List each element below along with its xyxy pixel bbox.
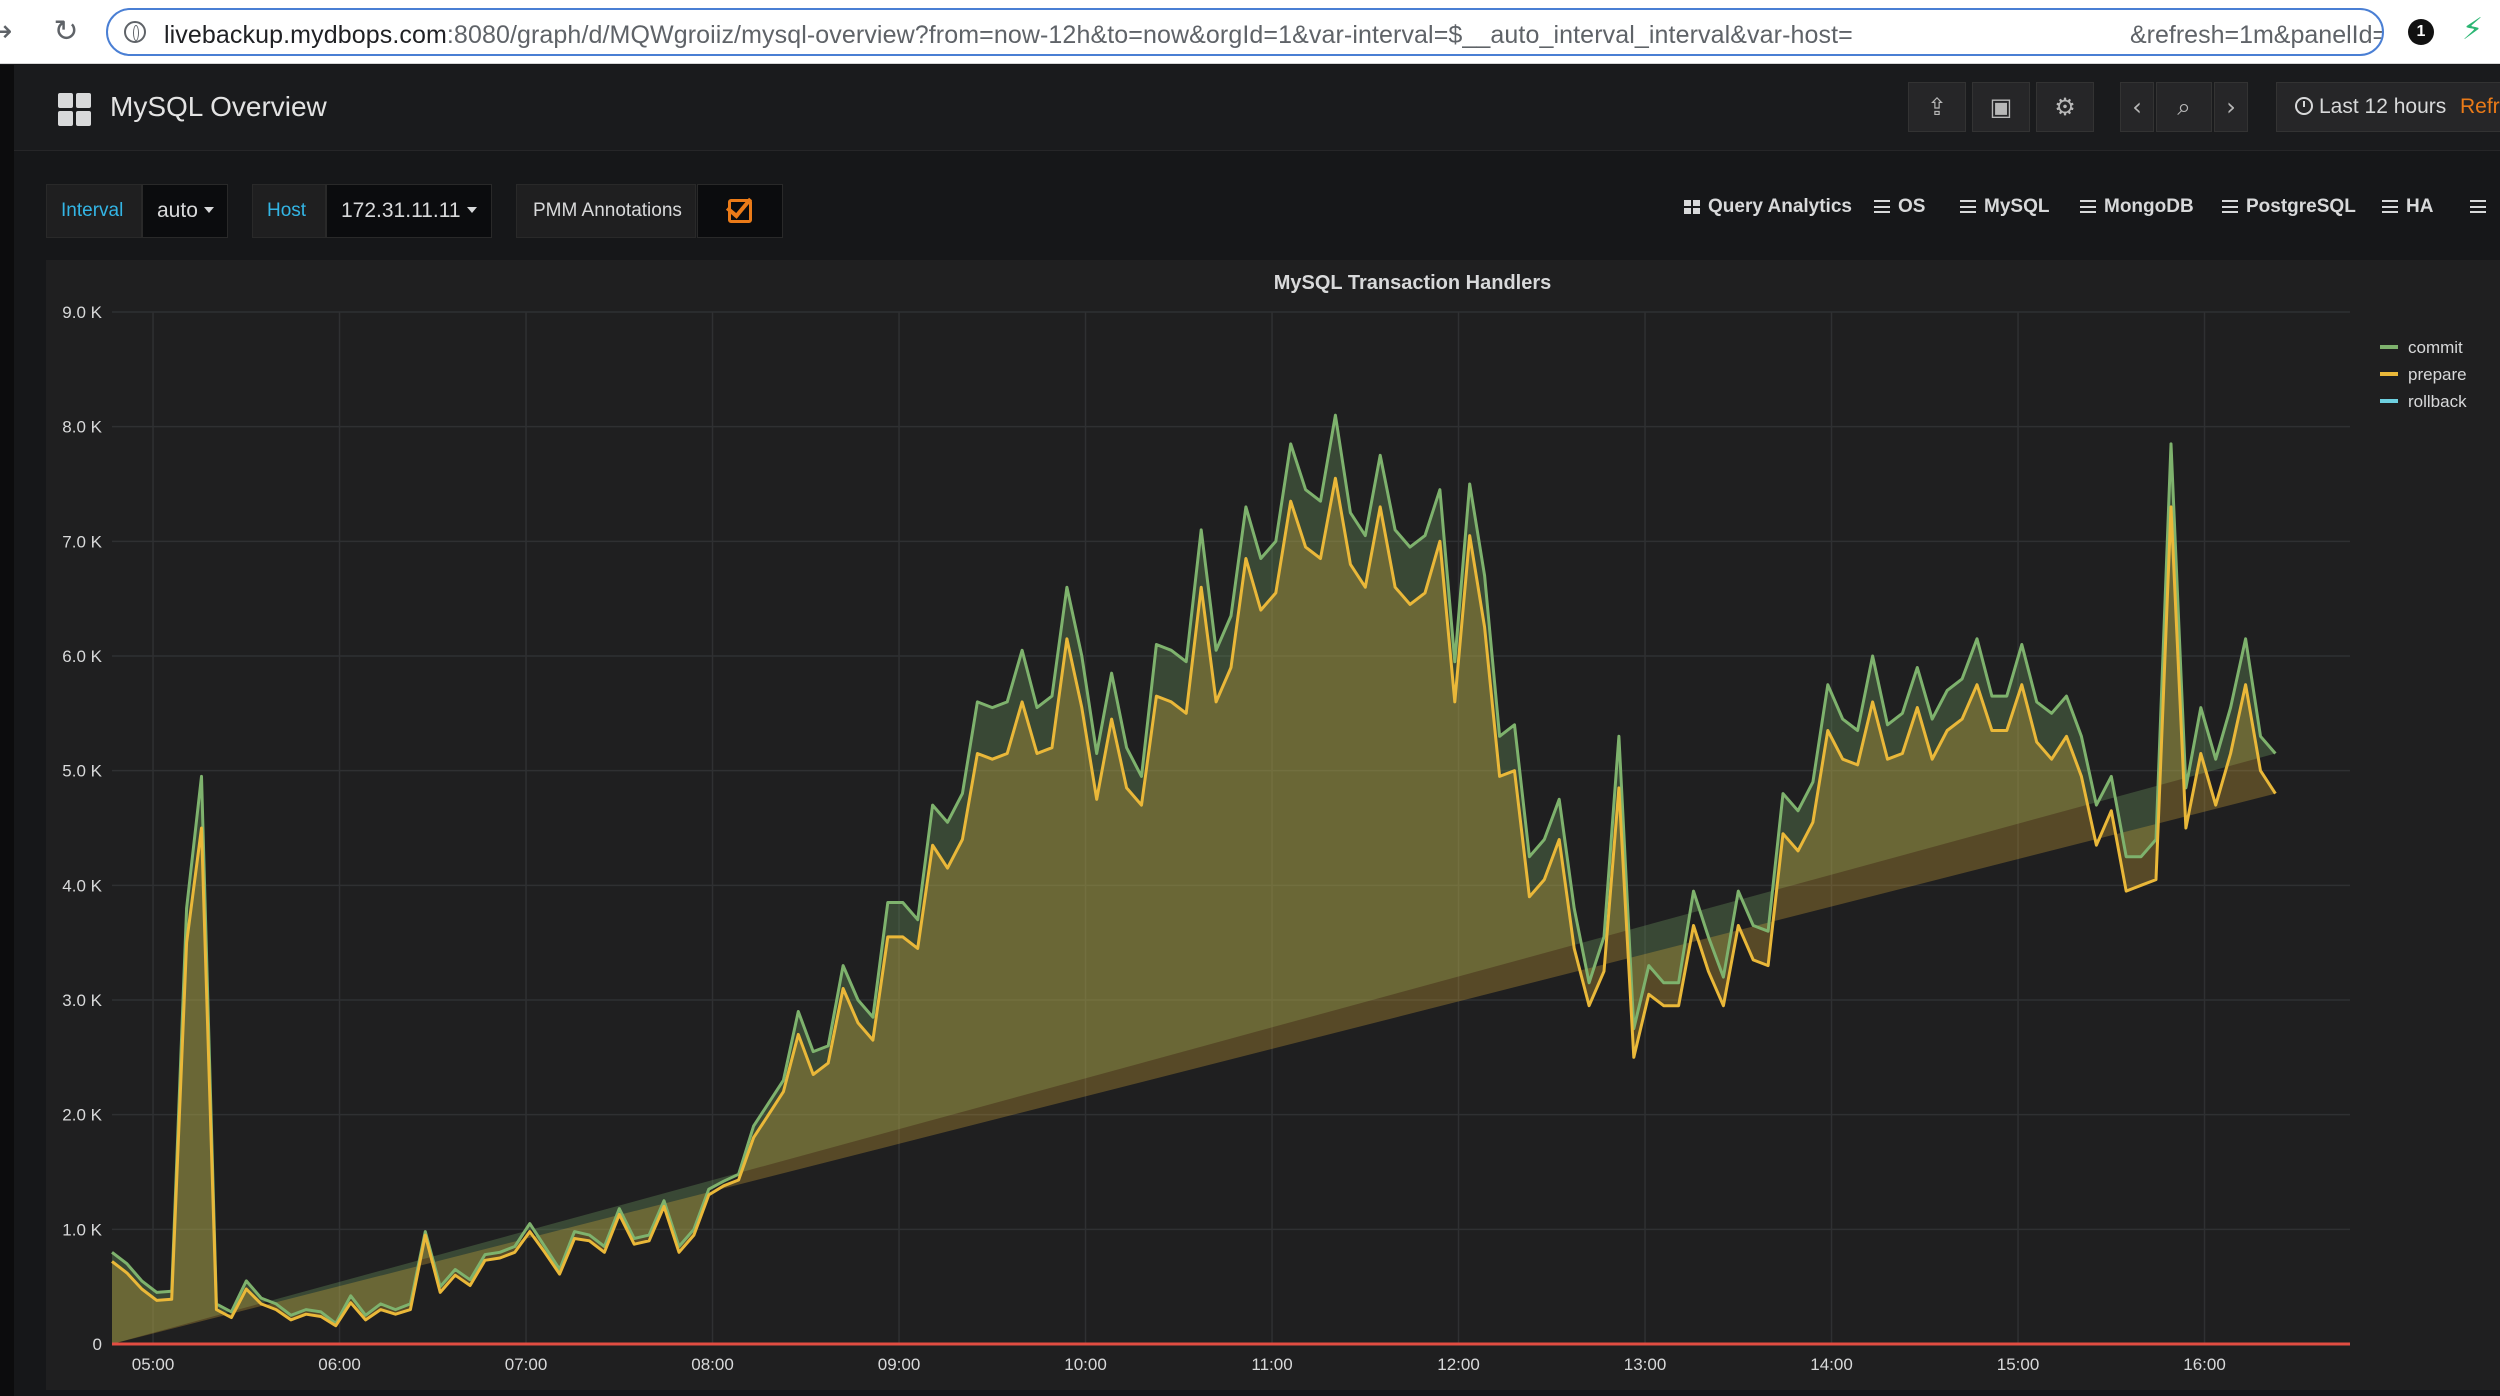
- time-range-label: Last 12 hours: [2319, 95, 2447, 118]
- host-variable-select[interactable]: 172.31.11.11: [326, 184, 492, 238]
- interval-variable-label: Interval: [46, 184, 142, 238]
- x-tick-label: 07:00: [505, 1355, 548, 1374]
- forward-arrow-icon[interactable]: →: [0, 14, 18, 50]
- x-tick-label: 05:00: [132, 1355, 175, 1374]
- pmm-annotations-label: PMM Annotations: [516, 184, 696, 238]
- x-tick-label: 13:00: [1624, 1355, 1667, 1374]
- bars-icon: [2382, 200, 2398, 213]
- y-tick-label: 9.0 K: [62, 303, 102, 322]
- host-variable-label: Host: [252, 184, 326, 238]
- zoom-out-icon[interactable]: ⌕: [2156, 82, 2212, 132]
- chart-legend: commit prepare rollback: [2380, 338, 2467, 419]
- legend-item-rollback[interactable]: rollback: [2380, 392, 2467, 419]
- pmm-annotations-checkbox[interactable]: [697, 184, 783, 238]
- extension-badge-icon[interactable]: 1: [2408, 19, 2434, 45]
- link-label: MySQL: [1984, 196, 2050, 217]
- bars-icon: [2470, 200, 2486, 213]
- x-tick-label: 16:00: [2183, 1355, 2226, 1374]
- link-more[interactable]: [2470, 196, 2494, 218]
- y-tick-label: 7.0 K: [62, 532, 102, 551]
- browser-toolbar: → ↻ livebackup.mydbops.com:8080/graph/d/…: [0, 0, 2500, 64]
- x-tick-label: 09:00: [878, 1355, 921, 1374]
- legend-swatch: [2380, 345, 2398, 349]
- link-label: HA: [2406, 196, 2434, 217]
- interval-variable-select[interactable]: auto: [142, 184, 228, 238]
- refresh-picker[interactable]: Refr: [2460, 95, 2500, 118]
- checkbox-box-icon: [728, 199, 752, 223]
- y-tick-label: 3.0 K: [62, 991, 102, 1010]
- legend-label: prepare: [2408, 365, 2467, 384]
- y-tick-label: 5.0 K: [62, 762, 102, 781]
- legend-label: rollback: [2408, 392, 2467, 411]
- panel-title[interactable]: MySQL Transaction Handlers: [1273, 272, 1552, 294]
- interval-value: auto: [157, 199, 198, 222]
- x-tick-label: 12:00: [1437, 1355, 1480, 1374]
- x-tick-label: 15:00: [1997, 1355, 2040, 1374]
- series-area-commit: [112, 415, 2276, 1344]
- legend-label: commit: [2408, 338, 2463, 357]
- bars-icon: [2222, 200, 2238, 213]
- link-mongodb[interactable]: MongoDB: [2080, 196, 2194, 218]
- dashboard-title[interactable]: MySQL Overview: [110, 91, 327, 122]
- host-value: 172.31.11.11: [341, 199, 461, 222]
- share-icon[interactable]: ⇪: [1908, 82, 1966, 132]
- series-line-prepare[interactable]: [111, 476, 2277, 1328]
- save-icon[interactable]: ▣: [1972, 82, 2030, 132]
- bars-icon: [2080, 200, 2096, 213]
- y-tick-label: 6.0 K: [62, 647, 102, 666]
- x-tick-label: 06:00: [318, 1355, 361, 1374]
- caret-down-icon: [203, 207, 214, 213]
- legend-item-prepare[interactable]: prepare: [2380, 365, 2467, 392]
- chevron-right-icon[interactable]: ›: [2214, 82, 2248, 132]
- link-query-analytics[interactable]: Query Analytics: [1684, 196, 1852, 218]
- link-mysql[interactable]: MySQL: [1960, 196, 2049, 218]
- dashboard-grid-icon[interactable]: [58, 93, 92, 127]
- series-line-commit[interactable]: [111, 413, 2277, 1325]
- bars-icon: [1960, 200, 1976, 213]
- address-bar[interactable]: livebackup.mydbops.com:8080/graph/d/MQWg…: [106, 8, 2384, 56]
- link-os[interactable]: OS: [1874, 196, 1925, 218]
- caret-down-icon: [466, 207, 477, 213]
- lightning-extension-icon[interactable]: ⚡: [2462, 12, 2484, 47]
- url-tail: &refresh=1m&panelId=28&ful: [2130, 21, 2382, 49]
- x-tick-label: 10:00: [1064, 1355, 1107, 1374]
- link-ha[interactable]: HA: [2382, 196, 2433, 218]
- link-postgresql[interactable]: PostgreSQL: [2222, 196, 2356, 218]
- chevron-left-icon[interactable]: ‹: [2120, 82, 2154, 132]
- legend-item-commit[interactable]: commit: [2380, 338, 2467, 365]
- y-tick-label: 4.0 K: [62, 876, 102, 895]
- grid-icon: [1684, 200, 1700, 214]
- gear-icon[interactable]: ⚙: [2036, 82, 2094, 132]
- site-info-icon[interactable]: [124, 21, 146, 43]
- link-label: MongoDB: [2104, 196, 2194, 217]
- bars-icon: [1874, 200, 1890, 213]
- x-tick-label: 14:00: [1810, 1355, 1853, 1374]
- link-label: Query Analytics: [1708, 196, 1852, 217]
- y-tick-label: 2.0 K: [62, 1106, 102, 1125]
- time-range-picker[interactable]: Last 12 hours: [2276, 82, 2500, 132]
- reload-icon[interactable]: ↻: [53, 14, 79, 49]
- legend-swatch: [2380, 372, 2398, 376]
- link-label: PostgreSQL: [2246, 196, 2356, 217]
- y-tick-label: 0: [93, 1335, 102, 1354]
- x-tick-label: 08:00: [691, 1355, 734, 1374]
- link-label: OS: [1898, 196, 1926, 217]
- sidemenu-strip: [0, 65, 14, 1396]
- legend-swatch: [2380, 399, 2398, 403]
- y-tick-label: 1.0 K: [62, 1220, 102, 1239]
- url-text: livebackup.mydbops.com:8080/graph/d/MQWg…: [164, 21, 1853, 49]
- series-area-prepare: [112, 478, 2276, 1344]
- x-tick-label: 11:00: [1251, 1355, 1292, 1374]
- clock-icon: [2295, 97, 2313, 115]
- y-tick-label: 8.0 K: [62, 418, 102, 437]
